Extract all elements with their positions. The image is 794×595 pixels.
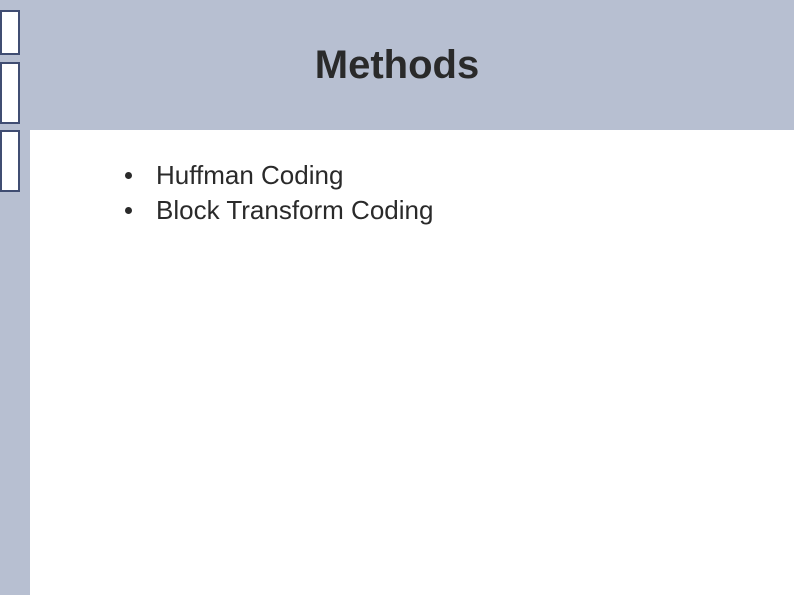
list-item: Huffman Coding: [125, 160, 794, 191]
content-area: Huffman Coding Block Transform Coding: [30, 130, 794, 595]
bullet-list: Huffman Coding Block Transform Coding: [30, 130, 794, 226]
slide-title: Methods: [315, 43, 479, 88]
bullet-icon: [125, 172, 132, 179]
list-item: Block Transform Coding: [125, 195, 794, 226]
bullet-text: Block Transform Coding: [156, 195, 433, 226]
bullet-icon: [125, 207, 132, 214]
sidebar-accent-box-2: [0, 62, 20, 124]
bullet-text: Huffman Coding: [156, 160, 343, 191]
title-area: Methods: [30, 0, 794, 130]
sidebar-accent-box-1: [0, 10, 20, 55]
sidebar-accent-box-3: [0, 130, 20, 192]
